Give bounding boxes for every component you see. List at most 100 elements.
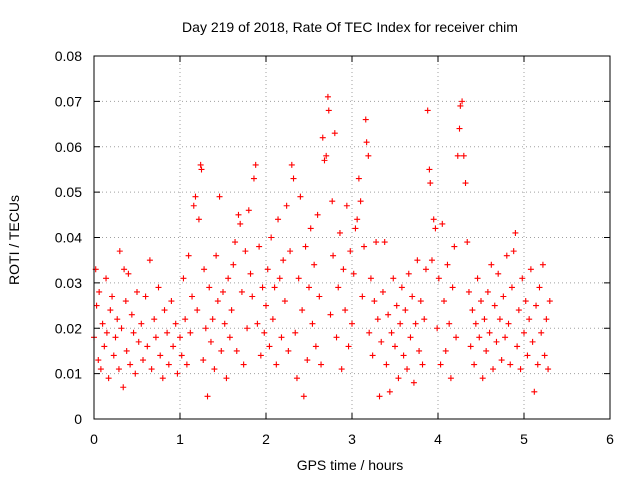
data-point: [435, 275, 442, 282]
data-point: [414, 257, 421, 264]
data-point: [194, 307, 201, 314]
y-tick-label: 0.01: [55, 366, 82, 382]
data-point: [223, 375, 230, 382]
data-point: [385, 311, 392, 318]
data-point: [299, 307, 306, 314]
data-point: [329, 198, 336, 205]
data-point: [292, 329, 299, 336]
data-point: [434, 325, 441, 332]
data-point: [95, 357, 102, 364]
x-axis-label: GPS time / hours: [297, 457, 404, 473]
data-point: [209, 316, 216, 323]
data-point: [522, 298, 529, 305]
data-point: [508, 284, 515, 291]
data-point: [381, 239, 388, 246]
data-point: [405, 270, 412, 277]
data-point: [442, 347, 449, 354]
data-point: [97, 366, 104, 373]
data-point: [221, 320, 228, 327]
data-point: [164, 329, 171, 336]
data-point: [451, 243, 458, 250]
data-point: [118, 325, 125, 332]
data-point: [138, 320, 145, 327]
data-point: [125, 270, 132, 277]
x-tick-label: 3: [348, 431, 356, 447]
data-point: [93, 302, 100, 309]
data-point: [155, 284, 162, 291]
data-point: [152, 334, 159, 341]
data-point: [459, 98, 466, 105]
data-point: [352, 225, 359, 232]
data-point: [115, 366, 122, 373]
data-point: [507, 361, 514, 368]
data-point: [491, 302, 498, 309]
data-point: [268, 234, 275, 241]
data-point: [285, 347, 292, 354]
data-point: [454, 152, 461, 159]
data-point: [330, 252, 337, 259]
data-point: [407, 334, 414, 341]
data-point: [357, 198, 364, 205]
data-point: [190, 202, 197, 209]
data-point: [471, 361, 478, 368]
data-point: [464, 239, 471, 246]
data-point: [490, 366, 497, 373]
data-point: [247, 270, 254, 277]
data-point: [543, 316, 550, 323]
data-point: [266, 343, 273, 350]
data-point: [397, 320, 404, 327]
data-point: [457, 102, 464, 109]
data-point: [101, 343, 108, 350]
chart-title: Day 219 of 2018, Rate Of TEC Index for r…: [182, 19, 518, 35]
data-point: [390, 275, 397, 282]
data-points: [91, 93, 553, 400]
data-point: [424, 107, 431, 114]
data-point: [278, 334, 285, 341]
data-point: [374, 316, 381, 323]
data-point: [335, 284, 342, 291]
data-point: [527, 266, 534, 273]
data-point: [146, 257, 153, 264]
data-point: [276, 275, 283, 282]
data-point: [273, 361, 280, 368]
data-point: [183, 361, 190, 368]
data-point: [486, 329, 493, 336]
data-point: [395, 375, 402, 382]
data-point: [428, 257, 435, 264]
data-point: [269, 316, 276, 323]
y-tick-label: 0.06: [55, 139, 82, 155]
data-point: [402, 307, 409, 314]
data-point: [302, 243, 309, 250]
data-point: [96, 288, 103, 295]
data-point: [481, 316, 488, 323]
data-point: [430, 216, 437, 223]
data-point: [521, 329, 527, 336]
data-point: [249, 293, 256, 300]
data-point: [309, 320, 316, 327]
data-point: [198, 166, 205, 173]
data-point: [474, 275, 481, 282]
data-point: [534, 361, 541, 368]
data-point: [519, 275, 526, 282]
data-point: [505, 320, 512, 327]
data-point: [307, 225, 314, 232]
data-point: [197, 161, 204, 168]
data-point: [366, 329, 373, 336]
data-point: [157, 352, 164, 359]
data-point: [206, 284, 213, 291]
data-point: [200, 357, 207, 364]
data-point: [275, 216, 282, 223]
data-point: [187, 329, 194, 336]
data-point: [165, 361, 172, 368]
data-point: [280, 257, 287, 264]
data-point: [204, 393, 211, 400]
data-point: [314, 211, 321, 218]
data-point: [531, 388, 538, 395]
data-point: [304, 357, 311, 364]
data-point: [325, 107, 332, 114]
data-point: [233, 347, 240, 354]
data-point: [235, 211, 242, 218]
data-point: [120, 384, 127, 391]
data-point: [250, 175, 257, 182]
data-point: [340, 266, 347, 273]
